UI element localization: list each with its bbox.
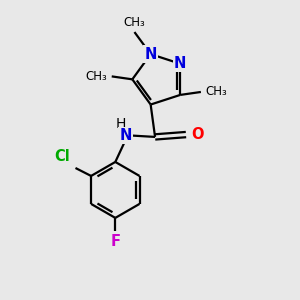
Text: CH₃: CH₃ [205,85,227,98]
Text: N: N [119,128,132,143]
Text: CH₃: CH₃ [124,16,145,28]
Text: Cl: Cl [55,149,70,164]
Text: N: N [145,46,157,62]
Text: H: H [116,117,126,131]
Text: F: F [110,234,120,249]
Text: CH₃: CH₃ [85,70,107,83]
Text: O: O [191,127,204,142]
Text: N: N [174,56,187,71]
